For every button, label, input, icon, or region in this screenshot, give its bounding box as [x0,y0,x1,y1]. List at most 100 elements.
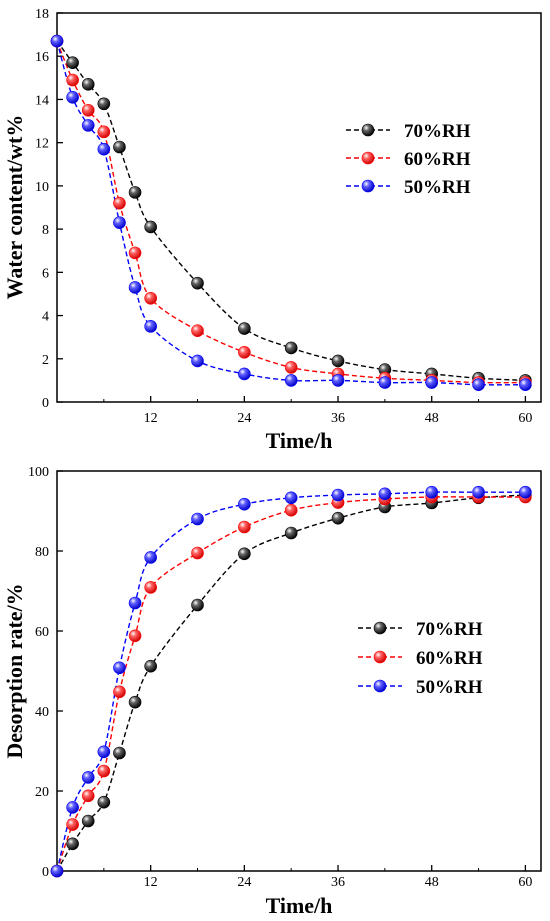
data-point [66,818,79,831]
x-axis-ticks: 12 24 36 48 60 [103,865,532,890]
y-axis-ticks: 0 20 40 60 80 100 [28,465,63,880]
y-tick-label: 8 [42,223,49,238]
data-point [113,661,126,675]
data-point [238,367,251,381]
data-point [113,196,126,210]
legend-marker [361,179,375,193]
y-tick-label: 20 [35,785,49,800]
data-point [378,376,392,389]
x-axis-label: Time/h [266,893,333,918]
data-point [66,56,79,70]
series-line [56,40,526,382]
data-point [97,795,111,809]
y-tick-label: 0 [42,865,49,880]
y-tick-label: 4 [42,310,49,325]
data-point [128,186,142,199]
data-point [191,354,204,368]
data-point [113,216,126,229]
data-point [472,485,485,499]
y-tick-label: 2 [42,353,49,368]
legend-marker [373,621,387,635]
legend-label: 70%RH [404,121,471,142]
data-point [191,276,204,290]
x-tick-label: 12 [144,411,158,426]
data-point [81,771,95,784]
plot-frame [56,12,542,403]
series-layer [50,485,532,878]
data-point [97,142,111,156]
data-point [50,34,64,48]
data-point [331,488,345,502]
data-point [128,281,142,294]
x-axis-ticks: 12 24 36 48 60 [103,396,532,426]
data-point [81,103,95,117]
data-point [66,73,79,87]
legend-marker [373,679,387,693]
y-axis-ticks: 0 2 4 6 8 10 12 14 16 18 [35,7,63,411]
data-point [191,324,204,337]
y-tick-label: 16 [35,50,49,65]
x-tick-label: 24 [237,875,251,890]
data-point [284,503,298,517]
data-point [284,341,298,355]
data-point [284,374,298,387]
x-tick-label: 60 [518,875,532,890]
x-tick-label: 48 [425,875,439,890]
y-tick-label: 0 [42,396,49,411]
data-point [144,581,157,594]
data-point [425,485,439,499]
legend-label: 70%RH [416,619,483,640]
data-point [378,487,392,501]
series-line [56,491,526,872]
data-point [81,789,95,803]
y-tick-label: 12 [35,137,49,152]
y-tick-label: 40 [35,705,49,720]
data-point [238,322,251,335]
legend-label: 50%RH [404,177,471,198]
data-point [66,837,79,851]
data-point [97,125,111,139]
data-point [66,801,79,814]
data-point [331,374,345,387]
data-point [113,685,126,699]
data-point [144,320,157,333]
y-axis-label: Water content/wt% [2,115,27,300]
data-point [238,520,251,534]
data-point [128,596,142,610]
data-point [191,546,204,560]
data-point [81,119,95,132]
data-point [238,547,251,561]
data-point [81,78,95,91]
data-point [97,764,111,778]
plot-frame [56,470,542,872]
y-tick-label: 14 [35,93,49,108]
data-point [284,491,298,505]
legend: 70%RH 60%RH 50%RH [346,121,471,198]
data-point [144,659,157,673]
data-point [50,864,64,878]
y-axis-label: Desorption rate/% [2,583,27,758]
x-tick-label: 36 [331,411,345,426]
y-tick-label: 100 [28,465,49,480]
data-point [66,90,79,104]
y-tick-label: 60 [35,625,49,640]
legend-label: 60%RH [404,149,471,170]
data-point [128,695,142,709]
data-point [97,97,111,111]
data-point [472,378,485,392]
y-tick-label: 18 [35,7,49,22]
legend-label: 50%RH [416,677,483,698]
data-point [519,378,532,392]
y-tick-label: 80 [35,545,49,560]
data-point [191,598,204,612]
data-point [128,629,142,643]
data-point [144,220,157,234]
x-tick-label: 12 [144,875,158,890]
data-point [97,745,111,759]
data-point [331,354,345,368]
x-axis-label: Time/h [266,428,333,453]
data-point [331,511,345,525]
legend-marker [361,151,375,165]
